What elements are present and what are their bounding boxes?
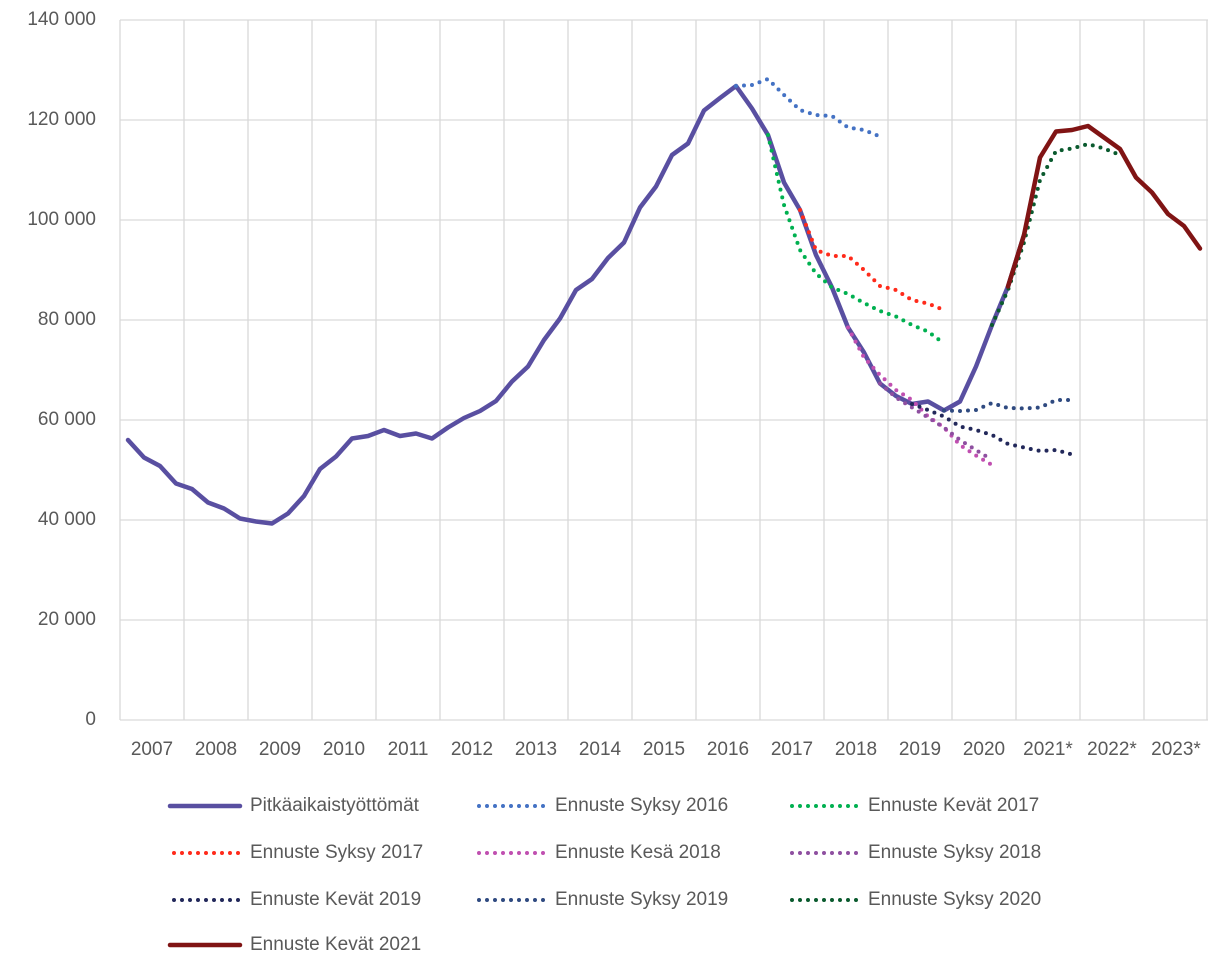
legend-label: Ennuste Kesä 2018 xyxy=(555,842,721,863)
legend-label: Ennuste Kevät 2019 xyxy=(250,889,421,910)
series-line xyxy=(125,83,1027,526)
x-tick-label: 2015 xyxy=(643,739,685,760)
x-tick-label: 2014 xyxy=(579,739,622,760)
legend-label: Ennuste Syksy 2018 xyxy=(868,842,1041,863)
x-tick-label: 2010 xyxy=(323,739,365,760)
legend-label: Ennuste Syksy 2020 xyxy=(868,889,1041,910)
legend-label: Pitkäaikaistyöttömät xyxy=(250,795,420,816)
y-tick-label: 140 000 xyxy=(27,9,96,30)
series-line xyxy=(910,402,1074,457)
series-line xyxy=(798,208,946,312)
x-tick-label: 2018 xyxy=(835,739,877,760)
y-tick-label: 80 000 xyxy=(38,309,96,330)
series-line xyxy=(1005,123,1203,289)
x-tick-label: 2016 xyxy=(707,739,749,760)
y-tick-label: 60 000 xyxy=(38,409,96,430)
y-tick-label: 120 000 xyxy=(27,109,96,130)
series-line xyxy=(942,398,1074,413)
x-tick-label: 2023* xyxy=(1151,739,1201,760)
y-tick-label: 0 xyxy=(85,709,96,730)
legend-label: Ennuste Kevät 2021 xyxy=(250,934,421,955)
x-tick-label: 2013 xyxy=(515,739,557,760)
legend-label: Ennuste Syksy 2016 xyxy=(555,795,728,816)
series-line xyxy=(846,325,994,467)
x-tick-label: 2017 xyxy=(771,739,813,760)
legend-label: Ennuste Kevät 2017 xyxy=(868,795,1039,816)
legend-label: Ennuste Syksy 2019 xyxy=(555,889,728,910)
x-tick-label: 2009 xyxy=(259,739,301,760)
x-tick-label: 2011 xyxy=(388,739,429,760)
y-tick-label: 20 000 xyxy=(38,609,96,630)
y-tick-label: 40 000 xyxy=(38,509,96,530)
x-tick-label: 2019 xyxy=(899,739,941,760)
y-tick-label: 100 000 xyxy=(27,209,96,230)
x-tick-label: 2012 xyxy=(451,739,493,760)
legend-label: Ennuste Syksy 2017 xyxy=(250,842,423,863)
series-line xyxy=(766,133,946,346)
series-line xyxy=(990,142,1122,327)
series-line xyxy=(734,77,882,139)
x-tick-label: 2020 xyxy=(963,739,1005,760)
series-line xyxy=(878,381,994,462)
x-tick-label: 2022* xyxy=(1087,739,1137,760)
x-tick-label: 2021* xyxy=(1023,739,1073,760)
x-tick-label: 2008 xyxy=(195,739,237,760)
x-tick-label: 2007 xyxy=(131,739,173,760)
